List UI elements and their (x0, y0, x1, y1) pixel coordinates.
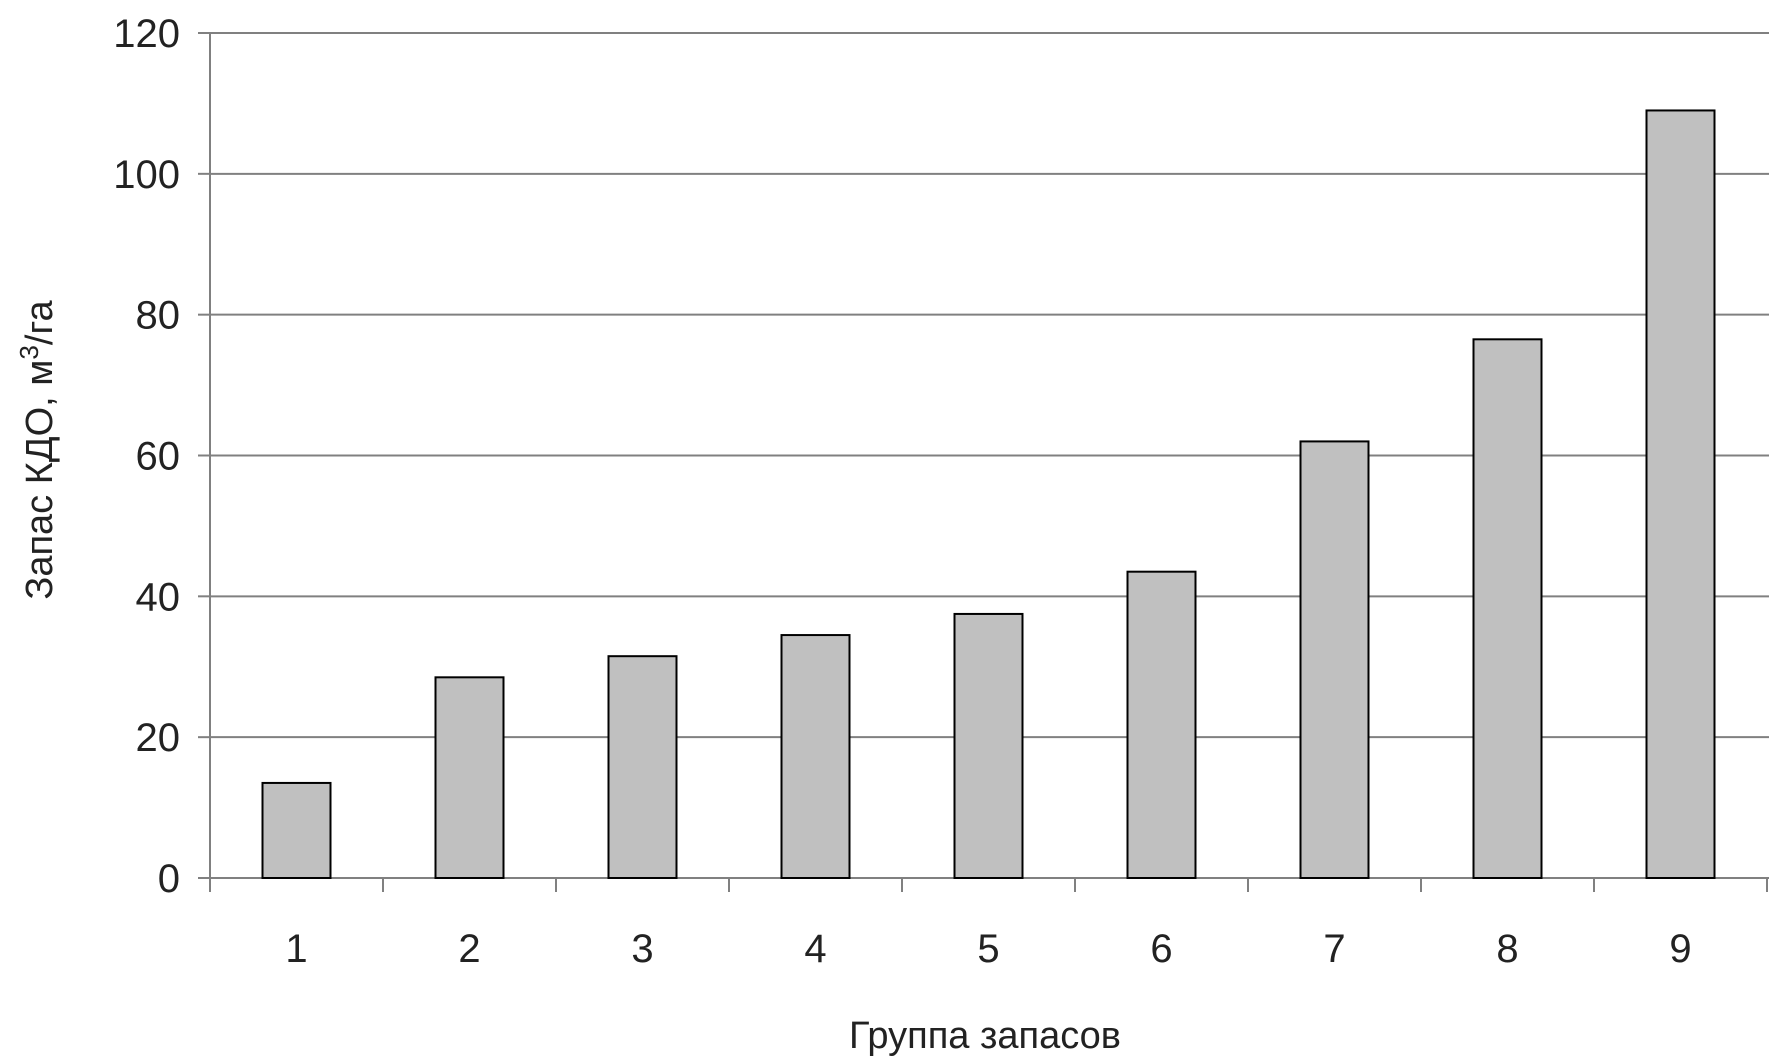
x-tick-label: 4 (804, 927, 826, 971)
x-tick-label: 3 (631, 927, 653, 971)
y-tick-label: 100 (113, 153, 180, 197)
x-tick-label: 5 (977, 927, 999, 971)
y-axis-title-prefix: Запас КДО, м (19, 360, 61, 600)
y-axis-title: Запас КДО, м3/га (14, 300, 61, 600)
y-tick-label: 60 (136, 435, 181, 479)
x-tick-label: 9 (1669, 927, 1691, 971)
x-tick-label: 2 (458, 927, 480, 971)
y-tick-label: 120 (113, 12, 180, 56)
y-tick-label: 20 (136, 716, 181, 760)
bar-2 (434, 676, 505, 879)
x-tick-labels: 1 2 3 4 5 6 7 8 9 (285, 927, 1691, 971)
x-tick-label: 8 (1496, 927, 1518, 971)
y-tick-labels: 0 20 40 60 80 100 120 (113, 12, 180, 901)
y-tick-label: 0 (158, 857, 180, 901)
bar-9 (1645, 109, 1716, 880)
bar-1 (261, 781, 332, 879)
x-tick-label: 1 (285, 927, 307, 971)
y-tick-label: 40 (136, 575, 181, 619)
x-axis-title: Группа запасов (849, 1015, 1121, 1057)
bars (261, 109, 1716, 880)
x-tick-label: 7 (1323, 927, 1345, 971)
bar-6 (1126, 570, 1197, 879)
x-tick-label: 6 (1150, 927, 1172, 971)
y-axis-title-suffix: /га (19, 300, 61, 346)
bar-5 (953, 612, 1024, 879)
y-tick-label: 80 (136, 294, 181, 338)
bar-8 (1472, 338, 1543, 879)
bar-3 (607, 655, 678, 879)
bar-7 (1299, 440, 1370, 879)
bar-4 (780, 634, 851, 879)
y-axis-title-superscript: 3 (14, 345, 44, 359)
